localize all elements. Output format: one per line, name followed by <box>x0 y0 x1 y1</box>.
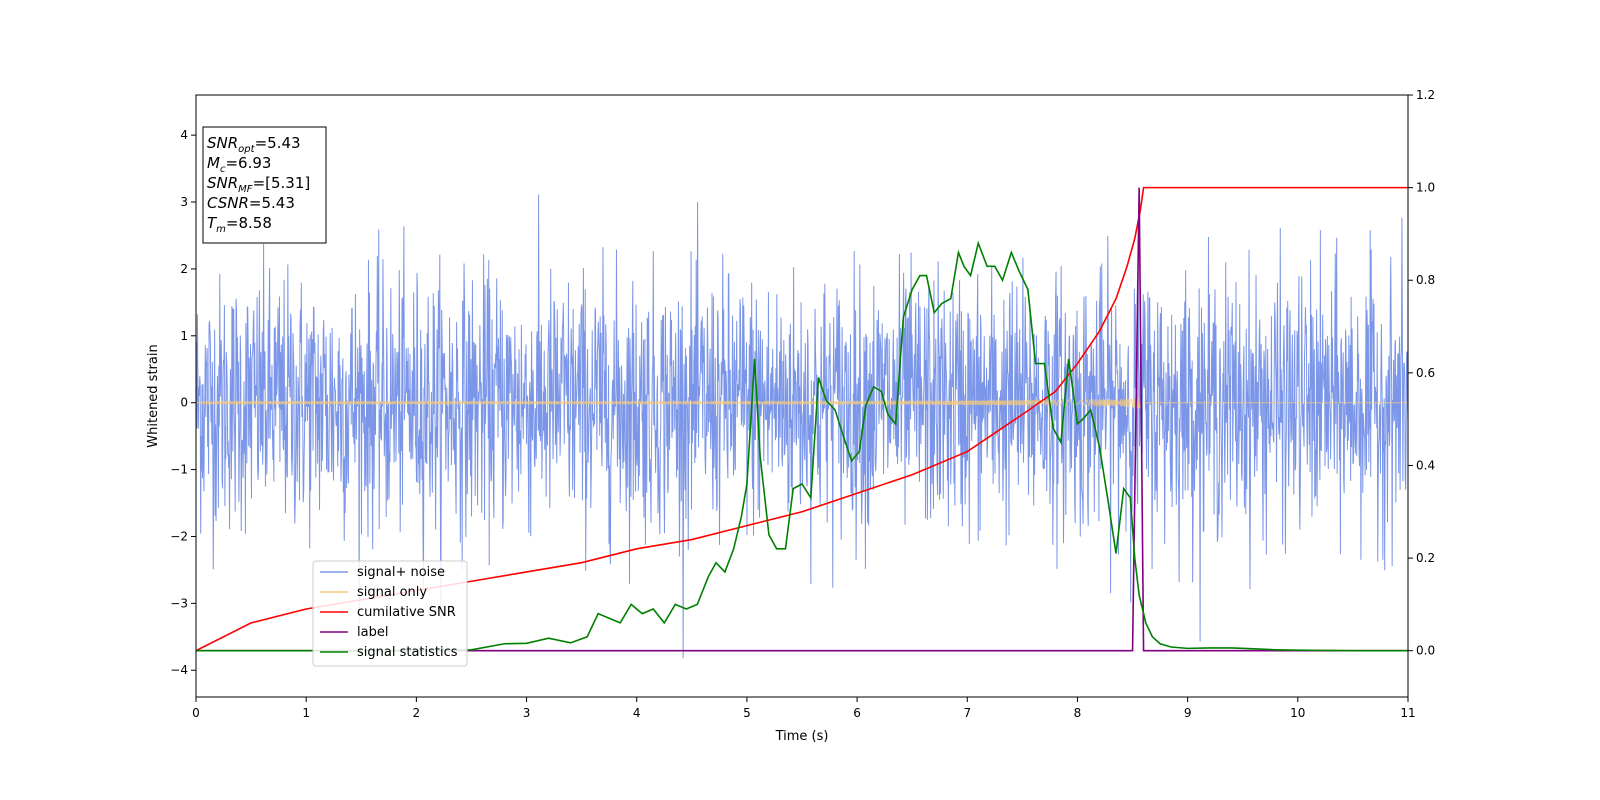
x-tick-label: 7 <box>963 706 971 720</box>
x-tick-label: 3 <box>523 706 531 720</box>
annotation-symbol: M <box>207 154 220 172</box>
legend-label: signal statistics <box>357 645 458 660</box>
x-tick-label: 10 <box>1290 706 1305 720</box>
x-tick-label: 2 <box>413 706 421 720</box>
y-right-tick-label: 1.2 <box>1416 88 1435 102</box>
annotation-symbol: T <box>207 214 218 232</box>
y-axis-label: Whitened strain <box>146 344 161 447</box>
annotation-value: =5.43 <box>249 194 295 212</box>
y-right-tick-label: 0.2 <box>1416 551 1435 565</box>
series-line-signal-noise <box>196 194 1408 659</box>
annotation-subscript: MF <box>238 184 253 195</box>
annotation-line: SNRMF=[5.31] <box>207 174 310 195</box>
legend-label: label <box>357 625 388 640</box>
y-right-tick-label: 0.8 <box>1416 273 1435 287</box>
x-tick-label: 4 <box>633 706 641 720</box>
series-line-signal-statistics <box>196 240 1408 652</box>
y-right-tick-label: 0.0 <box>1416 644 1435 658</box>
y-axis-left: −4 −3 −2 −1 0 1 2 3 4 <box>170 128 196 677</box>
legend-label: signal only <box>357 585 427 600</box>
y-tick-label: −1 <box>170 463 188 477</box>
annotation-symbol: SNR <box>207 134 238 152</box>
annotation-subscript: c <box>220 164 226 175</box>
series-line-signal-only <box>196 397 1408 410</box>
plot-frame <box>195 94 1409 698</box>
y-tick-label: 0 <box>180 396 188 410</box>
legend: signal+ noise signal only cumilative SNR la… <box>312 560 468 667</box>
x-tick-label: 6 <box>853 706 861 720</box>
y-tick-label: 3 <box>180 195 188 209</box>
x-axis-label: Time (s) <box>775 729 829 744</box>
series-line-label <box>196 187 1408 652</box>
x-tick-label: 1 <box>302 706 310 720</box>
annotation-line: SNRopt=5.43 <box>207 134 301 155</box>
y-tick-label: 4 <box>180 128 188 142</box>
annotation-line: Mc=6.93 <box>207 154 271 175</box>
y-tick-label: −4 <box>170 663 188 677</box>
annotation-subscript: m <box>216 224 226 235</box>
x-tick-label: 5 <box>743 706 751 720</box>
x-tick-label: 0 <box>192 706 200 720</box>
y-right-tick-label: 1.0 <box>1416 181 1435 195</box>
legend-label: signal+ noise <box>357 565 445 580</box>
annotation-frame <box>202 126 327 244</box>
y-right-tick-label: 0.6 <box>1416 366 1435 380</box>
legend-frame <box>312 560 468 667</box>
x-tick-label: 9 <box>1184 706 1192 720</box>
annotation-value: =6.93 <box>225 154 271 172</box>
x-tick-label: 11 <box>1400 706 1415 720</box>
x-axis: 0 1 2 3 4 5 6 7 8 9 10 11 <box>192 697 1416 720</box>
y-axis-right: 0.0 0.2 0.4 0.6 0.8 1.0 1.2 <box>1408 88 1435 658</box>
annotation-subscript: opt <box>238 144 255 155</box>
annotation-line: CSNR=5.43 <box>207 194 295 212</box>
annotation-value: =[5.31] <box>253 174 311 192</box>
annotation-line: Tm=8.58 <box>207 214 272 235</box>
annotation-symbol: CSNR <box>207 194 249 212</box>
y-tick-label: −3 <box>170 596 188 610</box>
x-tick-label: 8 <box>1074 706 1082 720</box>
y-tick-label: 2 <box>180 262 188 276</box>
annotation-symbol: SNR <box>207 174 238 192</box>
y-tick-label: −2 <box>170 529 188 543</box>
legend-label: cumilative SNR <box>357 605 456 620</box>
annotation-box: SNRopt=5.43Mc=6.93SNRMF=[5.31]CSNR=5.43T… <box>202 126 327 244</box>
annotation-value: =5.43 <box>255 134 301 152</box>
y-right-tick-label: 0.4 <box>1416 458 1435 472</box>
y-tick-label: 1 <box>180 329 188 343</box>
annotation-value: =8.58 <box>226 214 272 232</box>
